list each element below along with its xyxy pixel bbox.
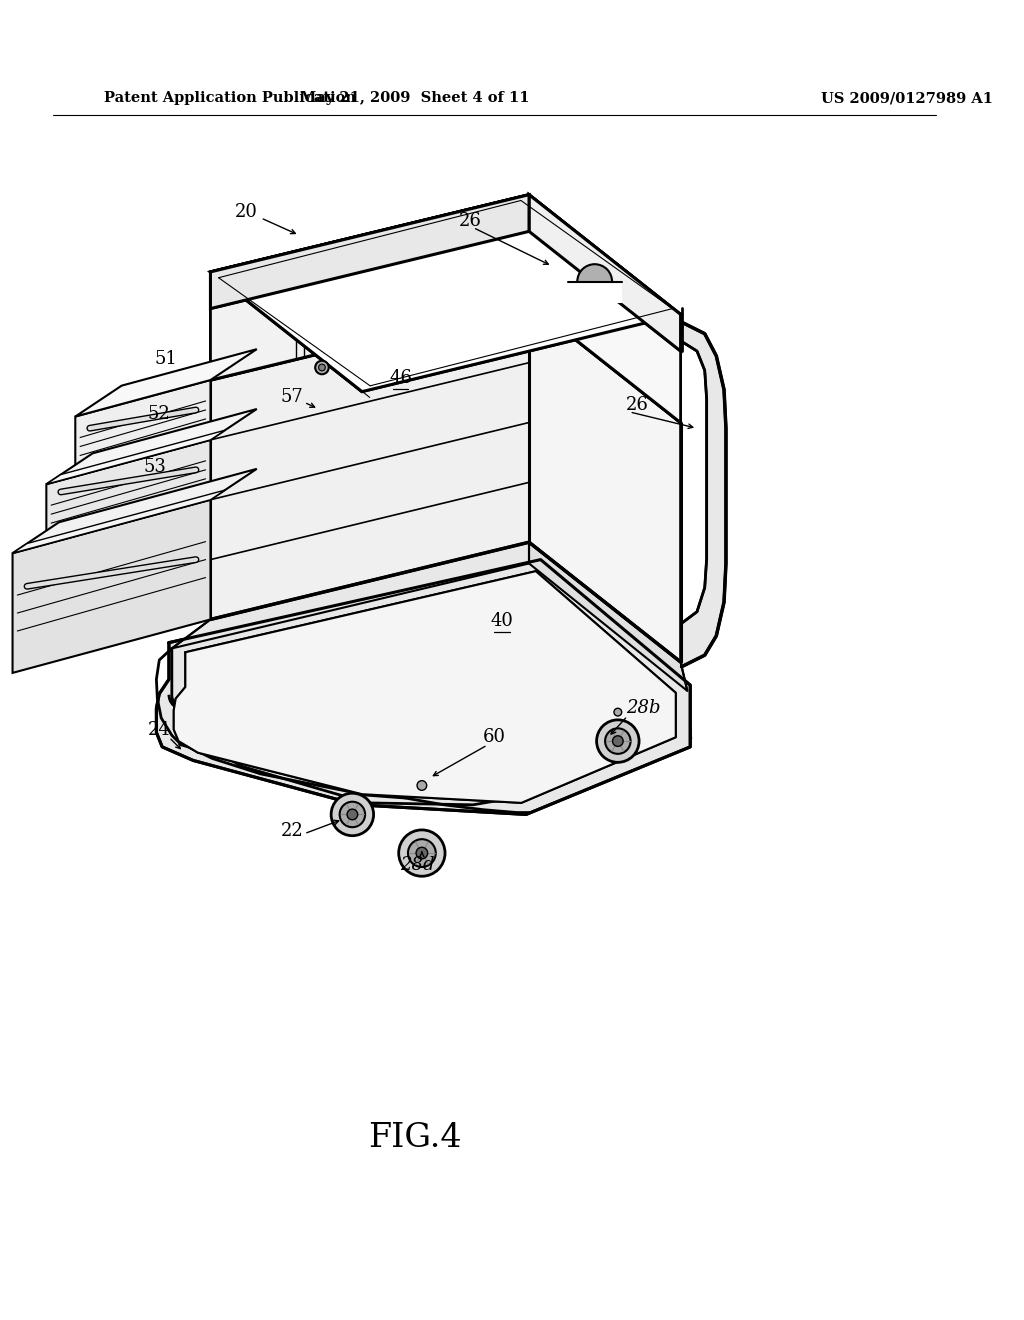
Polygon shape [211, 194, 681, 392]
Polygon shape [529, 194, 681, 351]
Circle shape [597, 719, 639, 763]
Polygon shape [172, 564, 532, 697]
Circle shape [318, 364, 326, 371]
Polygon shape [76, 380, 211, 477]
Polygon shape [529, 194, 681, 351]
Circle shape [331, 793, 374, 836]
Polygon shape [211, 302, 529, 619]
Text: 26: 26 [626, 396, 648, 414]
Text: 46: 46 [389, 370, 412, 387]
Circle shape [408, 840, 436, 867]
Polygon shape [529, 231, 681, 422]
Circle shape [315, 360, 329, 375]
Polygon shape [211, 231, 529, 380]
Polygon shape [46, 440, 211, 544]
Text: May 21, 2009  Sheet 4 of 11: May 21, 2009 Sheet 4 of 11 [300, 91, 529, 106]
Text: 28b: 28b [626, 700, 660, 717]
Polygon shape [12, 490, 225, 553]
Text: US 2009/0127989 A1: US 2009/0127989 A1 [820, 91, 992, 106]
Text: 40: 40 [490, 612, 513, 631]
Circle shape [417, 780, 427, 791]
Polygon shape [46, 409, 257, 484]
Text: 22: 22 [282, 822, 304, 840]
Polygon shape [46, 430, 225, 484]
Text: 24: 24 [147, 721, 171, 738]
Circle shape [567, 255, 622, 309]
Text: FIG.4: FIG.4 [369, 1122, 462, 1154]
Polygon shape [529, 543, 687, 690]
Polygon shape [682, 322, 726, 667]
Text: 51: 51 [155, 350, 177, 368]
Circle shape [614, 709, 622, 715]
Polygon shape [211, 194, 529, 309]
Text: 60: 60 [482, 729, 506, 746]
Text: 53: 53 [143, 458, 166, 477]
Text: 26: 26 [459, 211, 481, 230]
Circle shape [398, 830, 445, 876]
Text: 28d: 28d [399, 855, 434, 874]
Polygon shape [529, 302, 681, 661]
Polygon shape [12, 500, 211, 673]
Text: Patent Application Publication: Patent Application Publication [104, 91, 356, 106]
Text: 57: 57 [281, 388, 303, 407]
Circle shape [340, 801, 366, 828]
Polygon shape [567, 281, 622, 302]
Polygon shape [76, 350, 257, 417]
Polygon shape [172, 564, 687, 776]
Circle shape [612, 735, 624, 746]
Polygon shape [172, 543, 529, 648]
Text: 20: 20 [234, 203, 258, 220]
Polygon shape [211, 194, 529, 309]
Circle shape [416, 847, 428, 859]
Circle shape [578, 264, 612, 298]
Polygon shape [12, 469, 257, 553]
Polygon shape [529, 302, 681, 661]
Polygon shape [157, 560, 690, 814]
Polygon shape [529, 564, 691, 739]
Polygon shape [529, 231, 681, 422]
Circle shape [347, 809, 357, 820]
Polygon shape [174, 572, 676, 803]
Circle shape [605, 729, 631, 754]
Polygon shape [211, 194, 681, 392]
Polygon shape [211, 231, 529, 380]
Text: 52: 52 [147, 405, 171, 422]
Polygon shape [211, 302, 529, 619]
